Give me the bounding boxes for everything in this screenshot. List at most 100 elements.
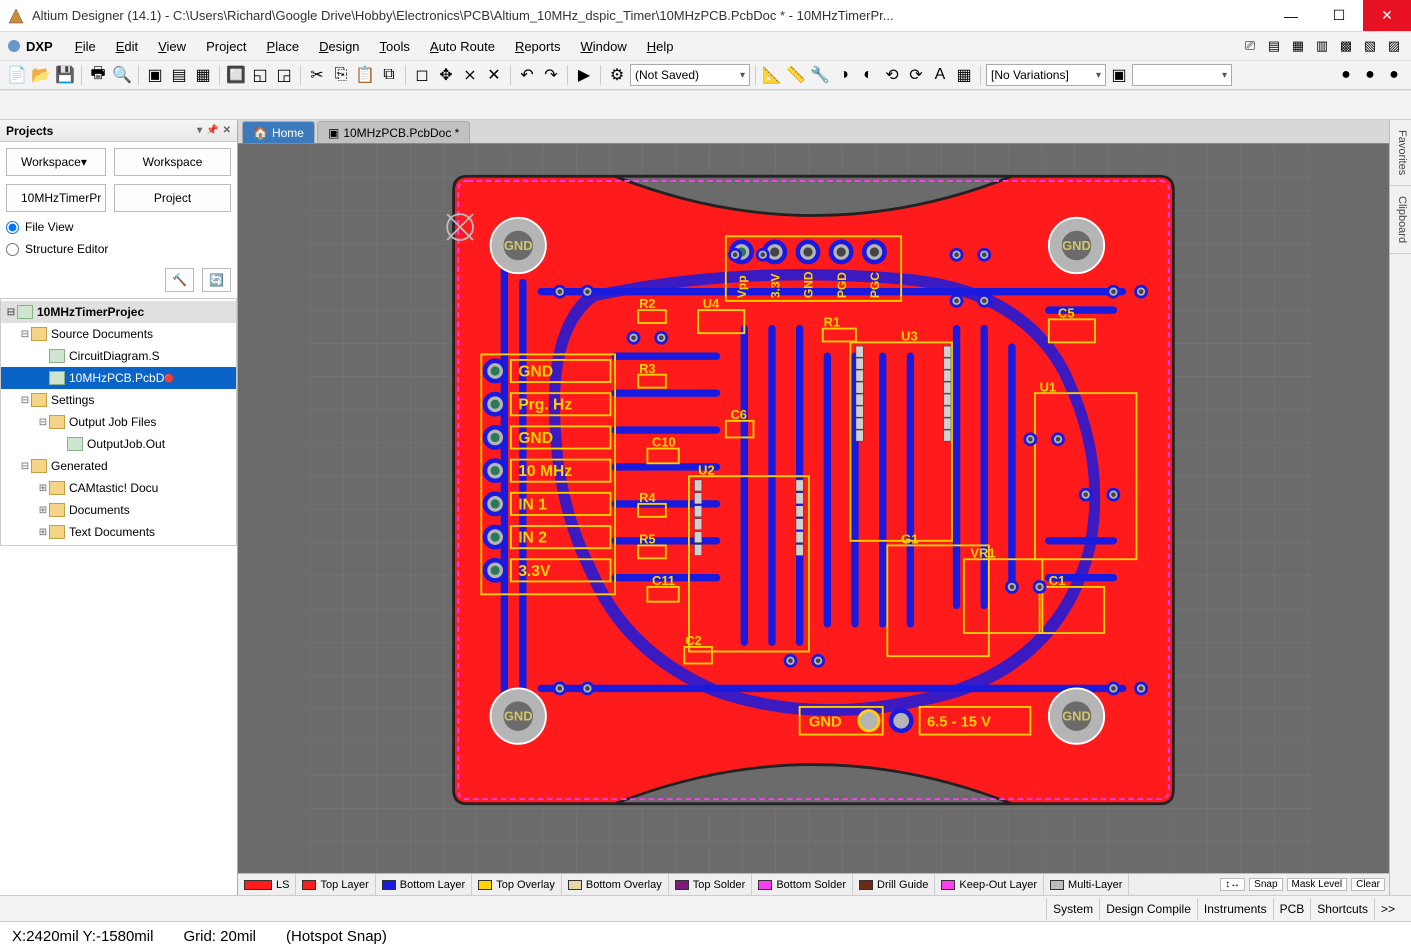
menu-window[interactable]: Window <box>572 37 634 56</box>
tb-deselect-icon[interactable]: ⨯ <box>459 64 481 86</box>
tree-item[interactable]: ⊞CAMtastic! Docu <box>1 477 236 499</box>
tb-nav-back-icon[interactable]: ● <box>1335 64 1357 86</box>
workspace-btn[interactable]: Workspace <box>114 148 231 176</box>
tb-save-icon[interactable]: 💾 <box>54 64 76 86</box>
tb-misc5-icon[interactable]: ◐ <box>857 64 879 86</box>
tree-item[interactable]: ⊞Documents <box>1 499 236 521</box>
tb-misc4-icon[interactable]: ◑ <box>833 64 855 86</box>
tree-item[interactable]: ⊟Settings <box>1 389 236 411</box>
tree-item[interactable]: ⊟Output Job Files <box>1 411 236 433</box>
compile-icon[interactable]: 🔨 <box>165 268 194 292</box>
tree-item[interactable]: OutputJob.Out <box>1 433 236 455</box>
tb-combo-empty[interactable] <box>1132 64 1232 86</box>
tb-undo-icon[interactable]: ↶ <box>516 64 538 86</box>
tb-misc1-icon[interactable]: 📐 <box>761 64 783 86</box>
layer-tab[interactable]: Keep-Out Layer <box>935 874 1044 895</box>
tb-zoom-sel-icon[interactable]: ◲ <box>273 64 295 86</box>
tb-misc6-icon[interactable]: ⟲ <box>881 64 903 86</box>
layer-tab[interactable]: Bottom Overlay <box>562 874 669 895</box>
menu-file[interactable]: File <box>67 37 104 56</box>
tb-new-icon[interactable]: 📄 <box>6 64 28 86</box>
panel-pin-icon[interactable]: 📌 <box>206 125 218 136</box>
selection-icon[interactable]: ▤ <box>1263 35 1285 57</box>
grid2-icon[interactable]: ▩ <box>1335 35 1357 57</box>
menu-place[interactable]: Place <box>259 37 308 56</box>
side-tab-clipboard[interactable]: Clipboard <box>1390 186 1411 254</box>
tb-array-icon[interactable]: ▦ <box>953 64 975 86</box>
tb-nav-fwd-icon[interactable]: ● <box>1359 64 1381 86</box>
tb-clear-icon[interactable]: ✕ <box>483 64 505 86</box>
radio-file-view[interactable]: File View <box>6 220 231 234</box>
tb-vault-icon[interactable]: ▦ <box>192 64 214 86</box>
layer-opt[interactable]: Snap <box>1249 878 1282 891</box>
layer-tab[interactable]: Top Layer <box>296 874 375 895</box>
tb-3d-icon[interactable]: ▣ <box>1108 64 1130 86</box>
tree-item[interactable]: 10MHzPCB.PcbD 🔴 <box>1 367 236 389</box>
tb-combo-notsaved[interactable]: (Not Saved) <box>630 64 750 86</box>
grid1-icon[interactable]: ▥ <box>1311 35 1333 57</box>
tb-zoom-win-icon[interactable]: 🔲 <box>225 64 247 86</box>
tb-libs-icon[interactable]: ▤ <box>168 64 190 86</box>
grid4-icon[interactable]: ▨ <box>1383 35 1405 57</box>
menu-autoroute[interactable]: Auto Route <box>422 37 503 56</box>
tree-item[interactable]: ⊟Source Documents <box>1 323 236 345</box>
tb-paste-icon[interactable]: 📋 <box>354 64 376 86</box>
sb-system[interactable]: System <box>1046 898 1099 920</box>
minimize-button[interactable]: — <box>1267 0 1315 31</box>
tab-home[interactable]: 🏠 Home <box>242 121 315 143</box>
menu-design[interactable]: Design <box>311 37 367 56</box>
layer-opt[interactable]: Mask Level <box>1287 878 1348 891</box>
tb-copy-icon[interactable]: ⎘ <box>330 64 352 86</box>
tab-pcbdoc[interactable]: ▣ 10MHzPCB.PcbDoc * <box>317 121 470 143</box>
sb-shortcuts[interactable]: Shortcuts <box>1310 898 1374 920</box>
tb-text-icon[interactable]: A <box>929 64 951 86</box>
layer-tab[interactable]: Top Solder <box>669 874 753 895</box>
tb-move-icon[interactable]: ✥ <box>435 64 457 86</box>
sb-pcb[interactable]: PCB <box>1273 898 1311 920</box>
tree-item[interactable]: ⊟Generated <box>1 455 236 477</box>
menu-help[interactable]: Help <box>639 37 682 56</box>
tree-item[interactable]: ⊞Text Documents <box>1 521 236 543</box>
filter-icon[interactable]: ⎚ <box>1239 35 1261 57</box>
project-file-field[interactable]: 10MHzTimerPr <box>6 184 106 212</box>
menu-reports[interactable]: Reports <box>507 37 569 56</box>
layer-tab-ls[interactable]: LS <box>238 874 296 895</box>
layer-opt[interactable]: Clear <box>1351 878 1385 891</box>
tb-nav-home-icon[interactable]: ● <box>1383 64 1405 86</box>
panel-dropdown-icon[interactable]: ▾ <box>197 125 202 136</box>
tb-misc7-icon[interactable]: ⟳ <box>905 64 927 86</box>
project-btn[interactable]: Project <box>114 184 231 212</box>
grid3-icon[interactable]: ▧ <box>1359 35 1381 57</box>
layer-tab[interactable]: Multi-Layer <box>1044 874 1129 895</box>
menu-project[interactable]: Project <box>198 37 254 56</box>
tb-redo-icon[interactable]: ↷ <box>540 64 562 86</box>
tb-misc3-icon[interactable]: 🔧 <box>809 64 831 86</box>
tb-combo-variations[interactable]: [No Variations] <box>986 64 1106 86</box>
project-tree[interactable]: ⊟10MHzTimerProjec⊟Source DocumentsCircui… <box>0 298 237 546</box>
layer-snap[interactable]: ↕↔ <box>1220 878 1245 891</box>
tb-misc2-icon[interactable]: 📏 <box>785 64 807 86</box>
menu-view[interactable]: View <box>150 37 194 56</box>
tb-run-icon[interactable]: ▶ <box>573 64 595 86</box>
tb-zoom-fit-icon[interactable]: ◱ <box>249 64 271 86</box>
sb-more[interactable]: >> <box>1374 898 1401 920</box>
align-icon[interactable]: ▦ <box>1287 35 1309 57</box>
panel-close-icon[interactable]: ✕ <box>223 125 231 136</box>
pcb-canvas[interactable]: GNDGNDGNDGNDGNDPrg. HzGND10 MHzIN 1IN 23… <box>238 144 1389 873</box>
workspace-dropdown-btn[interactable]: Workspace ▾ <box>6 148 106 176</box>
tree-item[interactable]: CircuitDiagram.S <box>1 345 236 367</box>
refresh-icon[interactable]: 🔄 <box>202 268 231 292</box>
layer-tab[interactable]: Top Overlay <box>472 874 562 895</box>
tb-preview-icon[interactable]: 🔍 <box>111 64 133 86</box>
tb-devices-icon[interactable]: ▣ <box>144 64 166 86</box>
tb-browse-icon[interactable]: ⚙ <box>606 64 628 86</box>
radio-structure-editor[interactable]: Structure Editor <box>6 242 231 256</box>
layer-tab[interactable]: Bottom Layer <box>376 874 472 895</box>
dxp-menu[interactable]: DXP <box>6 38 53 54</box>
tree-item[interactable]: ⊟10MHzTimerProjec <box>1 301 236 323</box>
tb-open-icon[interactable]: 📂 <box>30 64 52 86</box>
menu-tools[interactable]: Tools <box>372 37 418 56</box>
tb-dup-icon[interactable]: ⧉ <box>378 64 400 86</box>
menu-edit[interactable]: Edit <box>108 37 146 56</box>
sb-instruments[interactable]: Instruments <box>1197 898 1273 920</box>
